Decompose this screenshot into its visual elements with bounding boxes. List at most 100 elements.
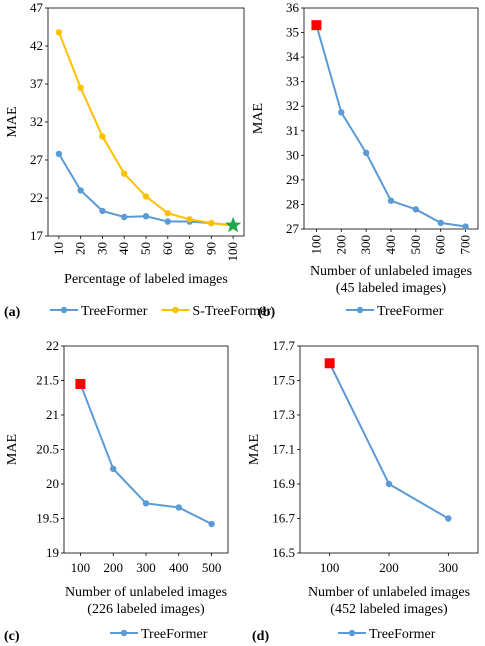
panel-b-y-tick-label: 36 [286, 0, 300, 15]
panel-b-y-tick-label: 27 [286, 221, 300, 236]
panel-d-y-tick-label: 16.7 [272, 511, 295, 526]
panel-a-data-point-1 [99, 133, 106, 140]
panel-b-highlight-square-marker [311, 20, 322, 31]
panel-a-data-point-0 [164, 218, 171, 225]
panel-a-legend-swatch-dot [172, 306, 179, 314]
panel-c-y-tick-label: 21.5 [36, 373, 59, 388]
panel-a-data-point-0 [99, 207, 106, 215]
panel-a-x-tick-label: 20 [73, 242, 88, 255]
panel-b-x-axis-title: Number of unlabeled images [310, 264, 472, 279]
panel-d-y-axis-title: MAE [247, 434, 262, 465]
panel-b-y-tick-label: 29 [286, 172, 299, 187]
panel-b-x-tick-label: 500 [408, 235, 423, 255]
panel-b-y-tick-label: 30 [286, 147, 299, 162]
panel-a-x-tick-label: 80 [182, 242, 197, 255]
panel-c-y-tick-label: 20 [46, 476, 59, 491]
panel-c-data-point-0 [175, 504, 182, 511]
panel-b-data-point-0 [338, 109, 345, 116]
panel-c-x-tick-label: 400 [169, 560, 189, 575]
panel-b-y-axis-title: MAE [251, 103, 266, 134]
panel-c-x-tick-label: 300 [136, 560, 156, 575]
panel-a-x-tick-label: 30 [94, 242, 109, 255]
panel-d-legend-label: TreeFormer [369, 627, 436, 642]
panel-d-y-tick-label: 17.1 [272, 442, 295, 457]
panel-b-y-tick-label: 28 [286, 196, 299, 211]
panel-c-legend-label: TreeFormer [141, 627, 208, 642]
panel-d-plot-frame [299, 345, 479, 554]
panel-b-y-tick-label: 32 [286, 98, 299, 113]
panel-b-data-point-0 [362, 149, 370, 157]
panel-d-x-tick-label: 200 [379, 560, 399, 575]
panel-b-data-point-0 [462, 223, 469, 230]
panel-a-y-tick-label: 32 [30, 114, 43, 129]
panel-b-x-tick-label: 100 [308, 235, 323, 255]
panel-c-y-tick-label: 21 [46, 407, 59, 422]
panel-a-legend-label: S-TreeFormer [192, 304, 271, 319]
panel-c-y-tick-label: 19 [46, 545, 59, 560]
panel-c-y-tick-label: 22 [46, 338, 59, 353]
panel-a-x-tick-label: 100 [225, 242, 240, 262]
panel-d-y-tick-label: 17.3 [272, 407, 295, 422]
panel-b-y-tick-label: 35 [286, 25, 299, 40]
panel-a-data-point-1 [186, 216, 193, 223]
panel-d-y-tick-label: 16.5 [272, 545, 295, 560]
panel-a-data-point-1 [142, 193, 150, 200]
panel-a-y-tick-label: 42 [30, 38, 43, 53]
panel-b-data-point-0 [437, 219, 444, 227]
panel-a-data-point-0 [77, 187, 84, 194]
panel-a-legend-label: TreeFormer [81, 304, 148, 319]
panel-c-y-tick-label: 20.5 [36, 442, 59, 457]
panel-c-x-tick-label: 200 [103, 560, 123, 575]
panel-b-series-line-0 [315, 24, 466, 228]
panel-d-x-tick-label: 300 [439, 560, 459, 575]
panel-a-x-tick-label: 60 [160, 242, 175, 255]
panel-a-plot-frame [47, 7, 245, 237]
panel-c-data-point-0 [142, 500, 150, 507]
panel-a-highlight-star-marker [225, 216, 242, 233]
panel-c-y-axis-title: MAE [5, 434, 20, 465]
panel-d-y-tick-label: 17.5 [272, 373, 295, 388]
panel-a-data-point-1 [121, 170, 128, 177]
panel-a-x-tick-label: 50 [138, 242, 153, 255]
panel-a-y-tick-label: 47 [30, 0, 44, 15]
panel-d-legend-swatch-dot [348, 629, 356, 637]
panel-d-y-tick-label: 17.7 [272, 338, 295, 353]
panel-b-x-tick-label: 400 [383, 235, 398, 255]
panel-a-legend-swatch-dot [60, 306, 68, 314]
panel-a-panel-tag: (a) [4, 305, 21, 320]
panel-a-x-tick-label: 90 [203, 242, 218, 255]
panel-d-panel-tag: (d) [252, 629, 269, 644]
panel-b-x-tick-label: 700 [458, 235, 473, 255]
panel-a-data-point-0 [121, 213, 128, 221]
panel-a-x-axis-title: Percentage of labeled images [64, 272, 228, 287]
panel-c-x-axis-subtitle: (226 labeled images) [87, 602, 205, 617]
panel-a-data-point-1 [55, 29, 63, 36]
panel-b-data-point-0 [412, 206, 420, 213]
panel-b-legend-swatch-dot [356, 306, 364, 314]
panel-a-y-tick-label: 22 [30, 190, 43, 205]
panel-b-x-tick-label: 200 [333, 235, 348, 255]
panel-d-data-point-0 [445, 515, 452, 522]
panel-c-data-point-0 [110, 465, 117, 473]
panel-c-x-tick-label: 500 [202, 560, 222, 575]
panel-d-x-axis-title: Number of unlabeled images [308, 585, 470, 600]
panel-b-panel-tag: (b) [258, 305, 275, 320]
panel-a-data-point-0 [142, 213, 150, 220]
panel-c-data-point-0 [208, 520, 215, 528]
panel-b-y-tick-label: 34 [286, 49, 300, 64]
panel-d-x-tick-label: 100 [320, 560, 340, 575]
panel-b-legend-label: TreeFormer [377, 304, 444, 319]
panel-a-y-tick-label: 37 [30, 76, 44, 91]
panel-b-x-tick-label: 600 [433, 235, 448, 255]
panel-a-x-tick-label: 40 [116, 242, 131, 255]
panel-a-y-tick-label: 27 [30, 152, 44, 167]
panel-c-plot-frame [63, 345, 229, 554]
panel-d-x-axis-subtitle: (452 labeled images) [330, 602, 448, 617]
panel-a-data-point-1 [208, 219, 215, 227]
panel-c-highlight-square-marker [75, 378, 86, 389]
panel-c-legend-swatch-dot [120, 629, 128, 637]
panel-a-data-point-1 [164, 210, 171, 217]
panel-a-data-point-1 [77, 84, 84, 92]
panel-b-plot-frame [303, 7, 479, 230]
